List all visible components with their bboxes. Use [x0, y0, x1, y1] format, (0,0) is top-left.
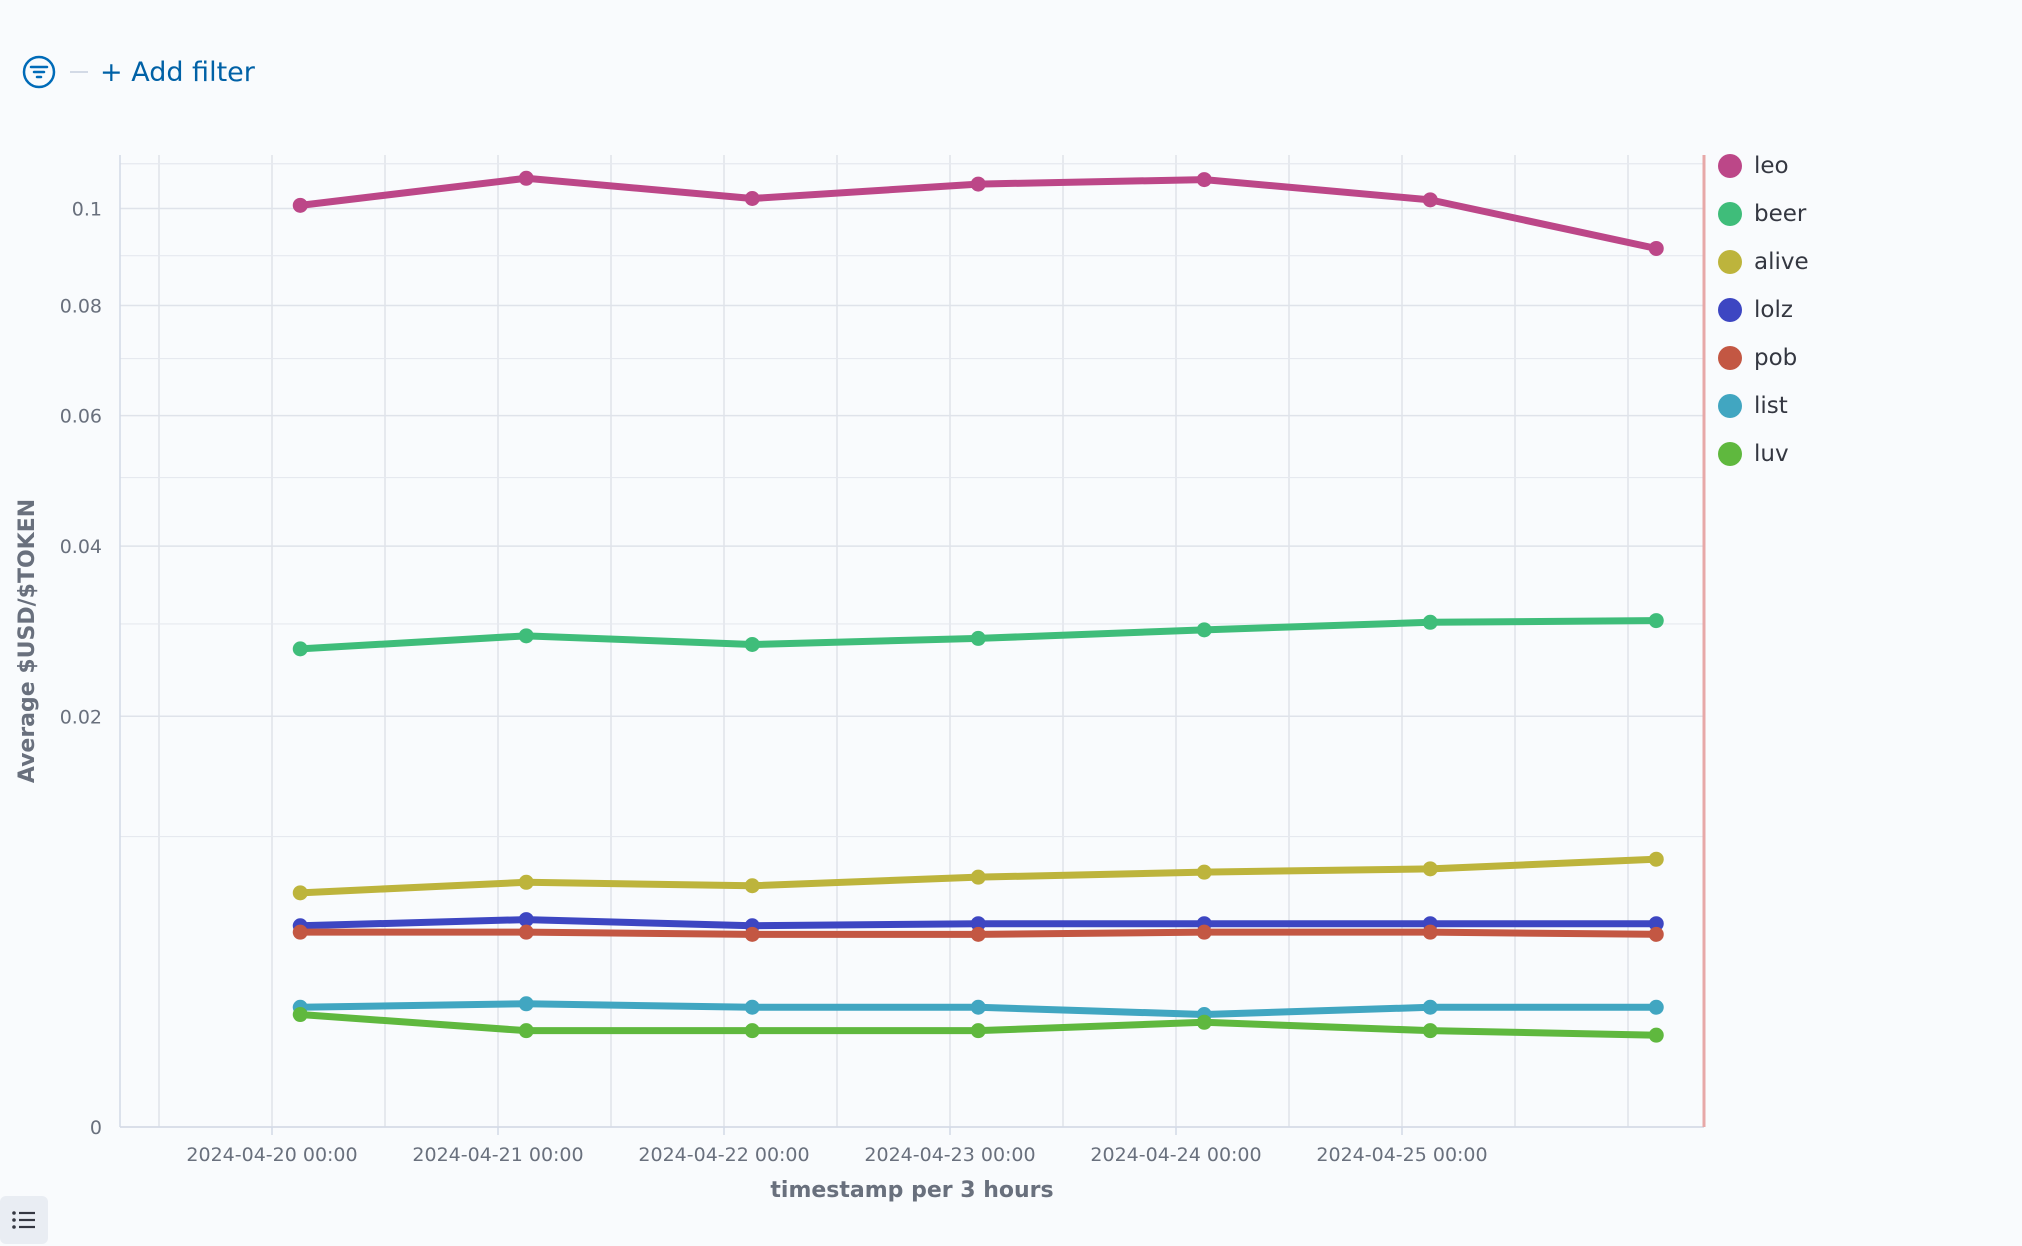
y-tick-label: 0.08	[60, 296, 102, 318]
list-icon	[12, 1211, 35, 1229]
legend-swatch	[1718, 442, 1742, 466]
legend-item-list[interactable]: list	[1718, 382, 1809, 430]
chart-legend: leo beer alive lolz pob list luv	[1718, 142, 1809, 478]
add-filter-button[interactable]: + Add filter	[100, 56, 255, 88]
y-tick-label: 0.1	[72, 199, 102, 221]
data-point-alive[interactable]	[292, 885, 308, 901]
data-point-luv[interactable]	[292, 1007, 308, 1023]
data-point-list[interactable]	[1422, 999, 1438, 1015]
data-point-luv[interactable]	[518, 1023, 534, 1039]
legend-item-luv[interactable]: luv	[1718, 430, 1809, 478]
data-point-luv[interactable]	[1422, 1023, 1438, 1039]
data-point-pob[interactable]	[1648, 926, 1664, 942]
legend-label: pob	[1754, 345, 1798, 371]
data-point-alive[interactable]	[970, 869, 986, 885]
data-point-lolz[interactable]	[518, 912, 534, 928]
data-point-list[interactable]	[1648, 999, 1664, 1015]
x-axis-title: timestamp per 3 hours	[770, 1178, 1053, 1203]
series-alive	[292, 851, 1664, 901]
data-point-leo[interactable]	[518, 170, 534, 186]
legend-swatch	[1718, 346, 1742, 370]
x-tick-label: 2024-04-23 00:00	[864, 1144, 1035, 1166]
data-point-leo[interactable]	[744, 190, 760, 206]
legend-toggle-button[interactable]	[0, 1196, 48, 1244]
legend-item-leo[interactable]: leo	[1718, 142, 1809, 190]
legend-item-alive[interactable]: alive	[1718, 238, 1809, 286]
legend-label: beer	[1754, 201, 1807, 227]
legend-item-pob[interactable]: pob	[1718, 334, 1809, 382]
data-point-alive[interactable]	[518, 874, 534, 890]
series-pob	[292, 924, 1664, 942]
data-point-pob[interactable]	[518, 924, 534, 940]
legend-label: leo	[1754, 153, 1789, 179]
data-point-beer[interactable]	[518, 628, 534, 644]
data-point-lolz[interactable]	[1648, 916, 1664, 932]
data-point-pob[interactable]	[292, 924, 308, 940]
y-tick-label: 0.04	[60, 536, 102, 558]
data-point-list[interactable]	[970, 999, 986, 1015]
legend-label: lolz	[1754, 297, 1793, 323]
data-point-beer[interactable]	[1648, 613, 1664, 629]
y-axis-title: Average $USD/$TOKEN	[15, 499, 40, 783]
series-beer	[292, 613, 1664, 657]
data-point-alive[interactable]	[1648, 851, 1664, 867]
data-point-lolz[interactable]	[970, 916, 986, 932]
data-point-beer[interactable]	[970, 630, 986, 646]
data-point-alive[interactable]	[1422, 861, 1438, 877]
y-tick-label: 0.06	[60, 406, 102, 428]
legend-item-beer[interactable]: beer	[1718, 190, 1809, 238]
x-tick-label: 2024-04-21 00:00	[412, 1144, 583, 1166]
data-point-pob[interactable]	[1422, 924, 1438, 940]
data-point-alive[interactable]	[744, 878, 760, 894]
data-point-leo[interactable]	[1648, 240, 1664, 256]
x-tick-label: 2024-04-22 00:00	[638, 1144, 809, 1166]
filter-icon[interactable]	[22, 55, 56, 89]
data-point-beer[interactable]	[292, 641, 308, 657]
data-point-beer[interactable]	[1196, 622, 1212, 638]
data-point-pob[interactable]	[970, 926, 986, 942]
data-point-luv[interactable]	[1648, 1027, 1664, 1043]
y-tick-label: 0.02	[60, 706, 102, 728]
filter-separator	[70, 71, 88, 73]
data-point-alive[interactable]	[1196, 864, 1212, 880]
legend-label: alive	[1754, 249, 1809, 275]
y-tick-label: 0	[90, 1117, 102, 1139]
chart-axes: 0 0.02 0.04 0.06 0.08 0.1 2024-04-20 00:00 2024…	[15, 155, 1706, 1203]
legend-label: luv	[1754, 441, 1789, 467]
data-point-luv[interactable]	[744, 1023, 760, 1039]
legend-swatch	[1718, 394, 1742, 418]
data-point-pob[interactable]	[744, 926, 760, 942]
data-point-leo[interactable]	[1422, 192, 1438, 208]
legend-swatch	[1718, 298, 1742, 322]
x-tick-label: 2024-04-25 00:00	[1316, 1144, 1487, 1166]
data-point-leo[interactable]	[1196, 172, 1212, 188]
series-leo	[292, 170, 1664, 256]
filter-bar: + Add filter	[22, 52, 255, 92]
legend-swatch	[1718, 250, 1742, 274]
legend-swatch	[1718, 202, 1742, 226]
x-tick-label: 2024-04-20 00:00	[186, 1144, 357, 1166]
data-point-leo[interactable]	[292, 197, 308, 213]
data-point-list[interactable]	[744, 999, 760, 1015]
legend-item-lolz[interactable]: lolz	[1718, 286, 1809, 334]
x-tick-label: 2024-04-24 00:00	[1090, 1144, 1261, 1166]
data-point-list[interactable]	[518, 996, 534, 1012]
data-point-beer[interactable]	[1422, 614, 1438, 630]
legend-swatch	[1718, 154, 1742, 178]
legend-label: list	[1754, 393, 1788, 419]
data-point-leo[interactable]	[970, 176, 986, 192]
series-luv	[292, 1007, 1664, 1043]
chart-series	[292, 170, 1664, 1043]
data-point-beer[interactable]	[744, 636, 760, 652]
data-point-pob[interactable]	[1196, 924, 1212, 940]
data-point-luv[interactable]	[970, 1023, 986, 1039]
data-point-luv[interactable]	[1196, 1014, 1212, 1030]
